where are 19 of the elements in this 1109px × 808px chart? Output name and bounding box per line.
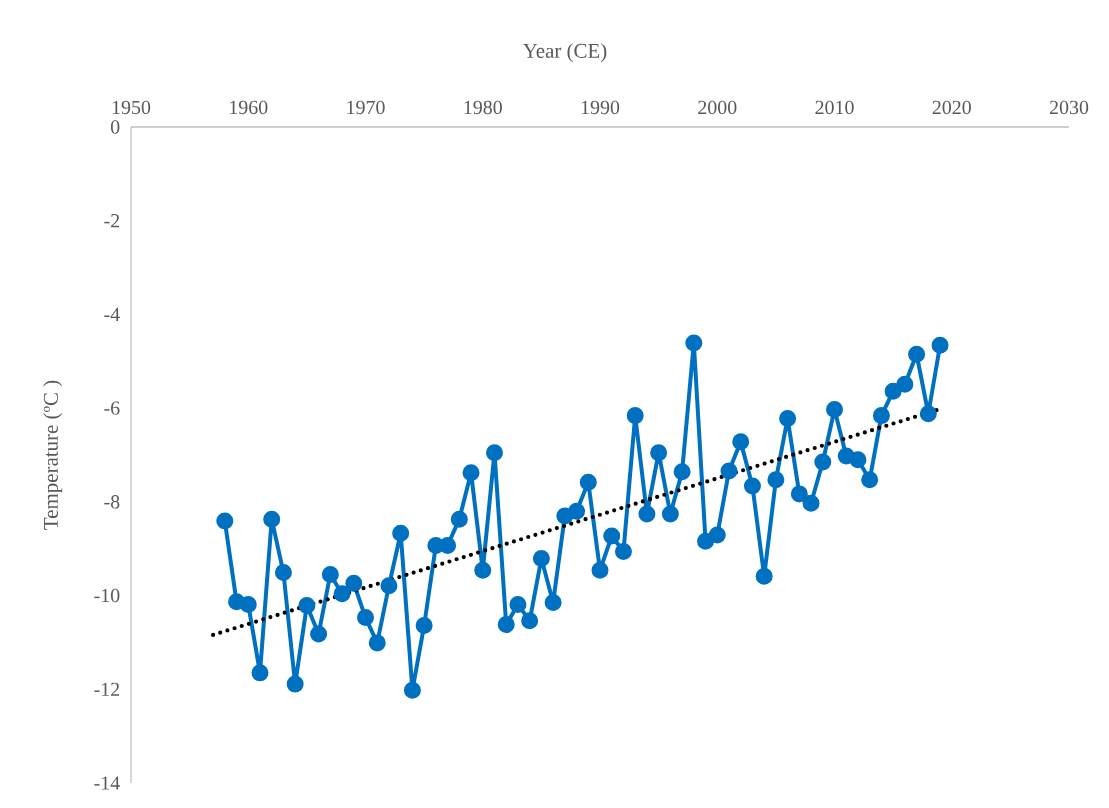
x-tick-label: 2010 bbox=[815, 100, 854, 115]
y-tick-label: -4 bbox=[104, 307, 120, 321]
x-tick-label: 2000 bbox=[698, 100, 737, 115]
x-tick-label: 1970 bbox=[347, 100, 385, 115]
x-tick-label: 1980 bbox=[464, 100, 502, 115]
y-axis-title: Temperature (ºC ) bbox=[43, 380, 63, 530]
y-tick-label: -6 bbox=[104, 401, 120, 415]
y-tick-label: -8 bbox=[104, 495, 120, 509]
y-tick-label: -12 bbox=[94, 682, 120, 696]
y-tick-label: -14 bbox=[94, 776, 120, 790]
y-tick-label: -10 bbox=[94, 588, 120, 603]
y-tick-label: -2 bbox=[104, 214, 120, 228]
x-tick-label: 2020 bbox=[932, 100, 971, 115]
x-tick-label: 1960 bbox=[230, 100, 268, 115]
x-axis-title: Year (CE) bbox=[523, 43, 607, 63]
x-tick-label: 1950 bbox=[112, 100, 151, 115]
x-tick-label: 2030 bbox=[1049, 100, 1089, 115]
x-tick-label: 1990 bbox=[581, 100, 620, 115]
y-tick-label: 0 bbox=[110, 120, 120, 134]
